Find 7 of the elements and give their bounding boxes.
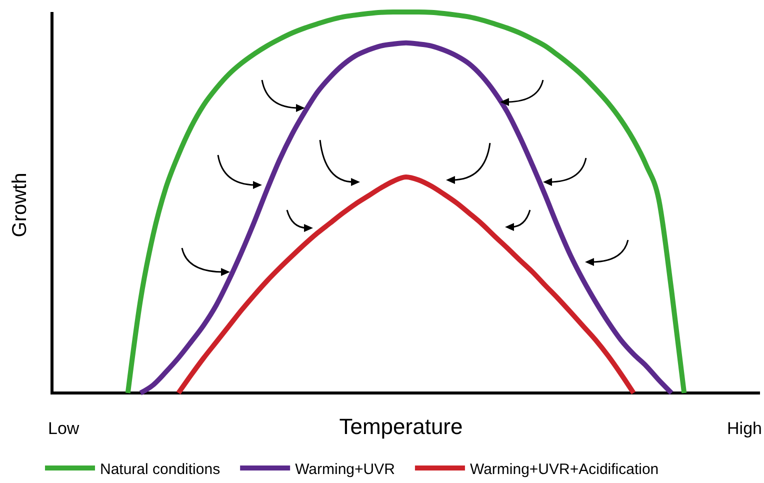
text: Low: [48, 419, 80, 438]
legend-label: Warming+UVR+Acidification: [470, 461, 659, 478]
y-axis-title: Growth: [9, 172, 31, 238]
legend-label: Natural conditions: [100, 461, 220, 478]
legend-label: Warming+UVR: [295, 461, 396, 478]
x-axis-title: Temperature: [339, 414, 463, 439]
text: High: [727, 419, 762, 438]
